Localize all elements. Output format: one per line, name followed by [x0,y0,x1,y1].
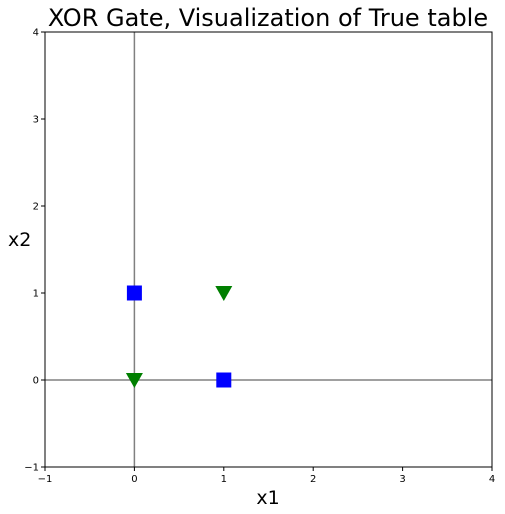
x-tick-label: −1 [38,474,53,485]
y-tick-label: 2 [33,202,39,213]
x-tick-label: 4 [489,474,495,485]
y-axis-label: x2 [8,229,31,251]
y-tick-label: −1 [24,463,39,474]
y-tick-label: 1 [33,289,39,300]
plot-area: −1 0 1 2 3 4 −1 0 1 2 3 4 [24,28,495,486]
chart-title: XOR Gate, Visualization of True table [48,4,488,32]
x-tick-label: 3 [399,474,405,485]
y-tick-label: 4 [33,28,39,39]
triangle-down-marker [215,286,233,301]
y-tick-label: 0 [33,376,39,387]
x-axis-label: x1 [256,487,279,509]
square-marker [126,285,142,301]
x-tick-label: 0 [131,474,137,485]
triangle-down-marker [125,373,143,388]
y-tick-label: 3 [33,115,39,126]
square-marker [216,372,232,388]
plot-frame [44,31,493,468]
x-tick-label: 2 [310,474,316,485]
x-tick-label: 1 [221,474,227,485]
